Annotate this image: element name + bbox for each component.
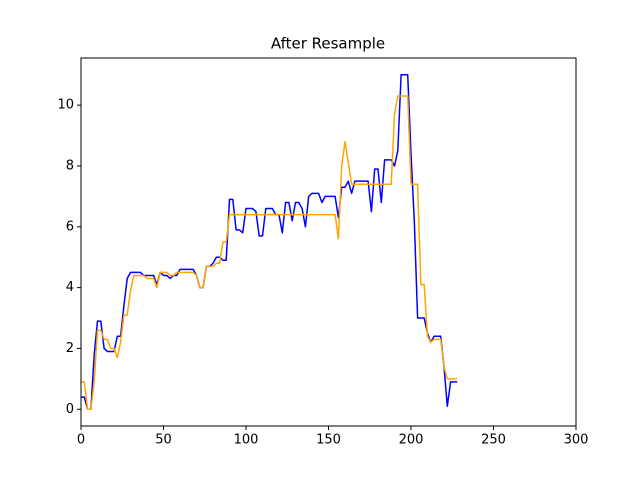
x-tick-label: 50 [155, 433, 172, 448]
data-line [81, 95, 458, 411]
y-tick-label: 2 [66, 341, 74, 356]
y-tick-label: 10 [57, 98, 74, 113]
chart-title: After Resample [271, 35, 385, 53]
x-tick-label: 200 [399, 433, 424, 448]
x-tick-label: 100 [234, 433, 259, 448]
x-tick-label: 300 [564, 433, 589, 448]
plot-frame [80, 57, 577, 427]
x-tick-label: 150 [316, 433, 341, 448]
y-tick-label: 4 [66, 280, 74, 295]
x-tick-label: 0 [77, 433, 85, 448]
y-tick-label: 8 [66, 158, 74, 173]
y-tick-label: 6 [66, 219, 74, 234]
x-tick-label: 250 [481, 433, 506, 448]
y-tick-label: 0 [66, 402, 74, 417]
